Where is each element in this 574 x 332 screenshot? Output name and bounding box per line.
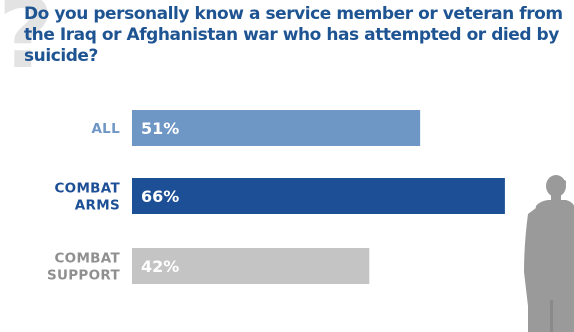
chart-title: Do you personally know a service member …: [24, 4, 563, 66]
category-label: COMBAT ARMS: [54, 181, 120, 214]
category-label-line: ARMS: [75, 198, 120, 214]
category-label: ALL: [91, 121, 120, 137]
bar-value-label: 66%: [141, 187, 179, 206]
category-label: COMBAT SUPPORT: [47, 251, 121, 284]
bar-combat-arms: [132, 178, 505, 214]
bar-value-label: 42%: [141, 257, 179, 276]
category-label-line: SUPPORT: [47, 268, 121, 284]
soldier-silhouette-icon: [524, 175, 574, 332]
category-label-line: ALL: [91, 121, 120, 137]
bar-combat-support: [132, 248, 370, 284]
category-label-line: COMBAT: [54, 181, 120, 197]
bar-value-label: 51%: [141, 119, 179, 138]
question-mark-icon: ?: [0, 0, 54, 90]
bar-all: [132, 110, 421, 146]
category-label-line: COMBAT: [54, 251, 120, 267]
